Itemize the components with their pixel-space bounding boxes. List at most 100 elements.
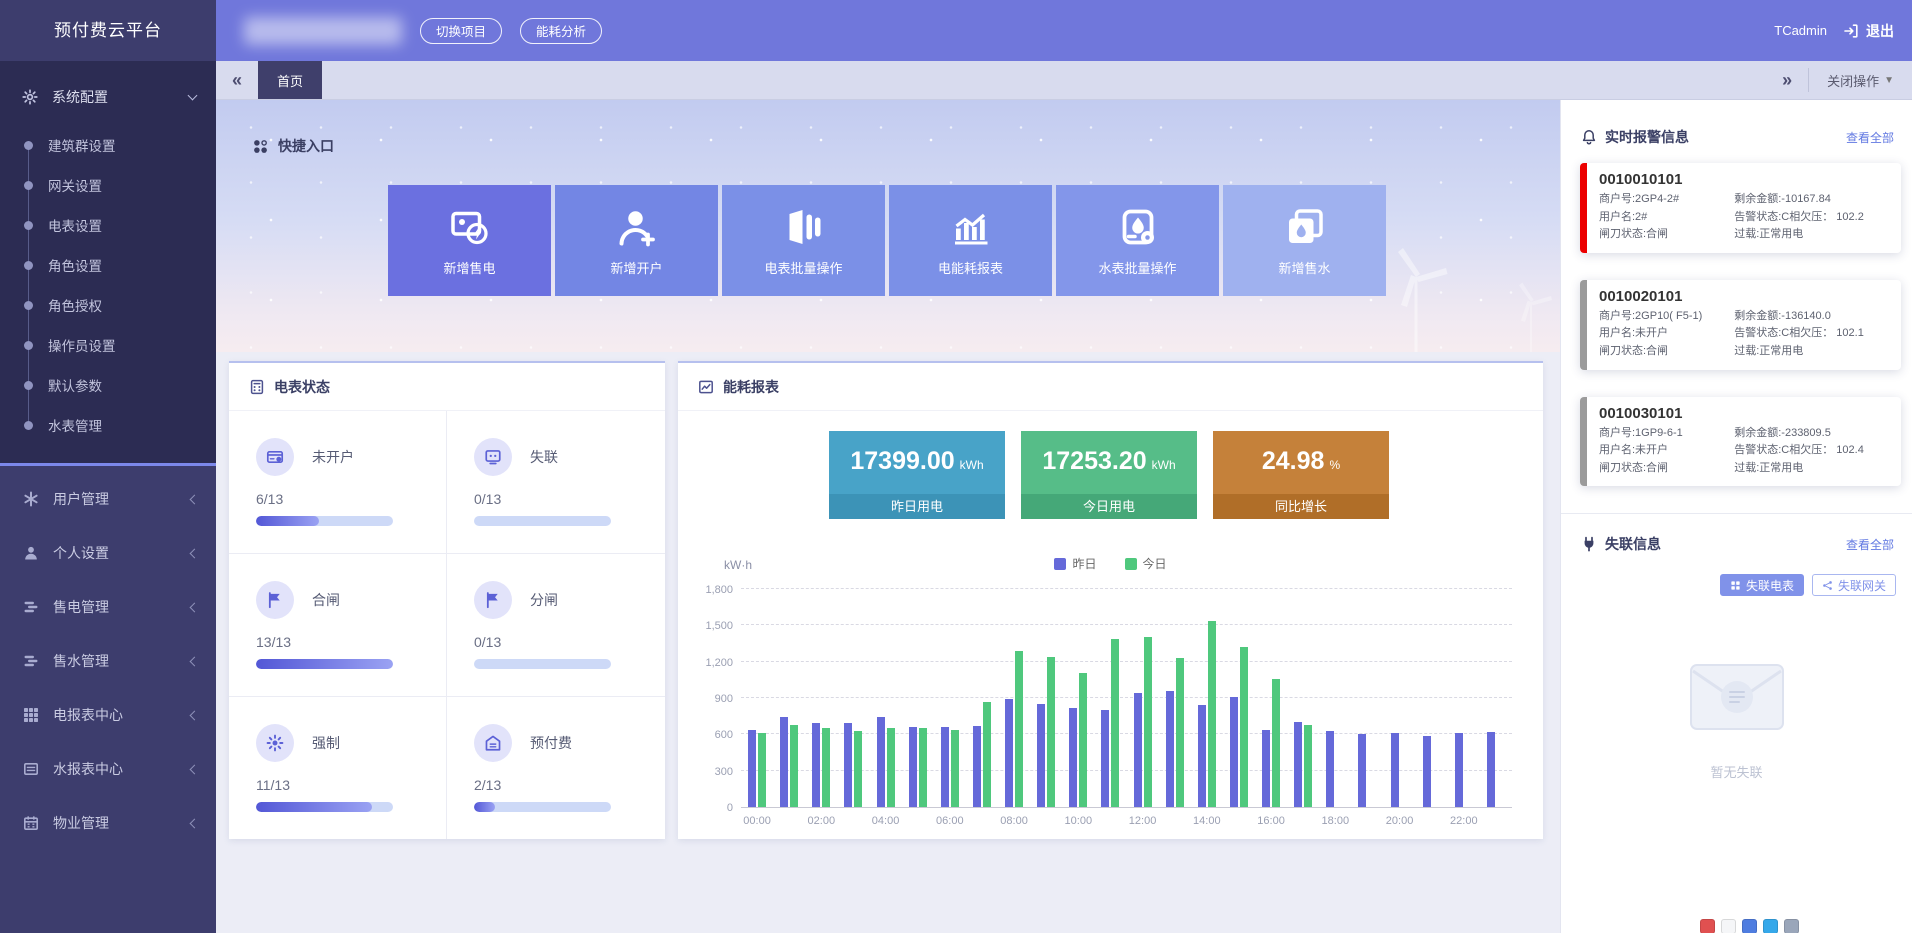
bar-昨日[interactable] — [1198, 705, 1206, 807]
sidebar-subitem-操作员设置[interactable]: 操作员设置 — [0, 325, 216, 365]
scroll-tabs-right-icon[interactable]: » — [1766, 61, 1808, 99]
logout-button[interactable]: 退出 — [1866, 21, 1894, 41]
bar-昨日[interactable] — [1326, 731, 1334, 807]
quick-tile-新增开户[interactable]: 新增开户 — [555, 185, 718, 296]
bar-今日[interactable] — [1240, 647, 1248, 807]
bar-昨日[interactable] — [909, 727, 917, 807]
sidebar-subitem-默认参数[interactable]: 默认参数 — [0, 365, 216, 405]
alarm-card[interactable]: 0010030101商户号:1GP9-6-1剩余金额:-233809.5用户名:… — [1580, 397, 1901, 487]
bar-今日[interactable] — [1144, 637, 1152, 807]
bar-昨日[interactable] — [877, 717, 885, 807]
bar-昨日[interactable] — [1069, 708, 1077, 807]
tab-home[interactable]: 首页 — [258, 61, 322, 99]
sidebar-subitem-水表管理[interactable]: 水表管理 — [0, 405, 216, 445]
legend-item-今日[interactable]: 今日 — [1125, 555, 1167, 572]
sidebar-item-售水管理[interactable]: 售水管理 — [0, 634, 216, 688]
sidebar-item-个人设置[interactable]: 个人设置 — [0, 526, 216, 580]
quick-tile-新增售水[interactable]: 新增售水 — [1223, 185, 1386, 296]
bar-昨日[interactable] — [1262, 730, 1270, 808]
quick-tile-新增售电[interactable]: 新增售电 — [388, 185, 551, 296]
floating-toolbar-icon[interactable] — [1742, 919, 1757, 933]
chevron-left-icon — [190, 656, 200, 666]
bar-今日[interactable] — [758, 733, 766, 807]
energy-analysis-button[interactable]: 能耗分析 — [520, 18, 602, 44]
sidebar-subitem-角色设置[interactable]: 角色设置 — [0, 245, 216, 285]
logout-icon[interactable] — [1843, 23, 1859, 39]
sidebar-item-system-config[interactable]: 系统配置 — [0, 77, 216, 117]
sidebar-item-用户管理[interactable]: 用户管理 — [0, 472, 216, 526]
bar-今日[interactable] — [1304, 725, 1312, 807]
quick-tile-电表批量操作[interactable]: 电表批量操作 — [722, 185, 885, 296]
offline-view-all-link[interactable]: 查看全部 — [1846, 536, 1894, 553]
bar-今日[interactable] — [983, 702, 991, 807]
bar-昨日[interactable] — [1134, 693, 1142, 807]
legend-item-昨日[interactable]: 昨日 — [1054, 555, 1096, 572]
alarm-detail-row: 用户名:2#告警状态:C相欠压： 102.2 — [1599, 209, 1893, 227]
switch-project-button[interactable]: 切换项目 — [420, 18, 502, 44]
floating-toolbar-icon[interactable] — [1721, 919, 1736, 933]
bar-昨日[interactable] — [780, 717, 788, 807]
bar-昨日[interactable] — [1423, 736, 1431, 807]
bar-昨日[interactable] — [1166, 691, 1174, 807]
sidebar-item-售电管理[interactable]: 售电管理 — [0, 580, 216, 634]
bar-今日[interactable] — [1079, 673, 1087, 807]
floating-toolbar-icon[interactable] — [1784, 919, 1799, 933]
bar-今日[interactable] — [919, 728, 927, 807]
sidebar-subitem-label: 角色设置 — [48, 255, 102, 275]
bar-今日[interactable] — [1176, 658, 1184, 807]
bar-今日[interactable] — [790, 725, 798, 807]
alarm-detail-right: 过载:正常用电 — [1734, 226, 1893, 244]
quick-tile-电能耗报表[interactable]: 电能耗报表 — [889, 185, 1052, 296]
floating-toolbar-icon[interactable] — [1763, 919, 1778, 933]
bar-昨日[interactable] — [973, 726, 981, 807]
close-operations-dropdown[interactable]: 关闭操作 ▼ — [1809, 61, 1912, 99]
alarm-card[interactable]: 0010020101商户号:2GP10( F5-1)剩余金额:-136140.0… — [1580, 280, 1901, 370]
sidebar-subitem-网关设置[interactable]: 网关设置 — [0, 165, 216, 205]
offline-meter-label: 失联电表 — [1746, 577, 1794, 594]
alarms-view-all-link[interactable]: 查看全部 — [1846, 129, 1894, 146]
offline-gateway-button[interactable]: 失联网关 — [1812, 574, 1896, 596]
sidebar-item-电报表中心[interactable]: 电报表中心 — [0, 688, 216, 742]
bar-今日[interactable] — [887, 728, 895, 807]
bar-昨日[interactable] — [844, 723, 852, 807]
bar-今日[interactable] — [1272, 679, 1280, 807]
alarm-detail-right: 告警状态:C相欠压： 102.4 — [1734, 442, 1893, 460]
bar-昨日[interactable] — [1455, 733, 1463, 807]
bar-昨日[interactable] — [1230, 697, 1238, 807]
bar-今日[interactable] — [1111, 639, 1119, 807]
scroll-tabs-left-icon[interactable]: « — [216, 61, 258, 99]
bar-昨日[interactable] — [1358, 734, 1366, 807]
bar-昨日[interactable] — [1391, 733, 1399, 807]
bar-今日[interactable] — [854, 731, 862, 807]
bar-昨日[interactable] — [941, 727, 949, 807]
userplus-icon — [617, 205, 657, 249]
quick-tile-水表批量操作[interactable]: 水表批量操作 — [1056, 185, 1219, 296]
floating-toolbar-icon[interactable] — [1700, 919, 1715, 933]
user-icon — [22, 545, 39, 561]
sidebar-subitem-角色授权[interactable]: 角色授权 — [0, 285, 216, 325]
bar-昨日[interactable] — [1005, 699, 1013, 807]
bar-今日[interactable] — [951, 730, 959, 808]
chevron-left-icon — [190, 710, 200, 720]
sidebar-item-物业管理[interactable]: 物业管理 — [0, 796, 216, 850]
bar-昨日[interactable] — [1037, 704, 1045, 807]
alarm-card[interactable]: 0010010101商户号:2GP4-2#剩余金额:-10167.84用户名:2… — [1580, 163, 1901, 253]
bar-昨日[interactable] — [1101, 710, 1109, 807]
bar-昨日[interactable] — [1294, 722, 1302, 807]
bar-昨日[interactable] — [812, 723, 820, 807]
bar-昨日[interactable] — [1487, 732, 1495, 807]
sidebar-item-水报表中心[interactable]: 水报表中心 — [0, 742, 216, 796]
bar-今日[interactable] — [1208, 621, 1216, 808]
bullet-dot-icon — [24, 341, 33, 350]
bar-今日[interactable] — [822, 728, 830, 807]
sidebar-subitem-建筑群设置[interactable]: 建筑群设置 — [0, 125, 216, 165]
offline-meter-button[interactable]: 失联电表 — [1720, 574, 1804, 596]
bar-今日[interactable] — [1047, 657, 1055, 807]
legend-swatch — [1125, 558, 1137, 570]
bar-今日[interactable] — [1015, 651, 1023, 807]
x-tick-label: 14:00 — [1193, 815, 1221, 827]
sidebar-subitem-电表设置[interactable]: 电表设置 — [0, 205, 216, 245]
bar-昨日[interactable] — [748, 730, 756, 808]
gateway-icon — [1822, 580, 1833, 591]
sidebar-item-label: 用户管理 — [53, 489, 191, 509]
